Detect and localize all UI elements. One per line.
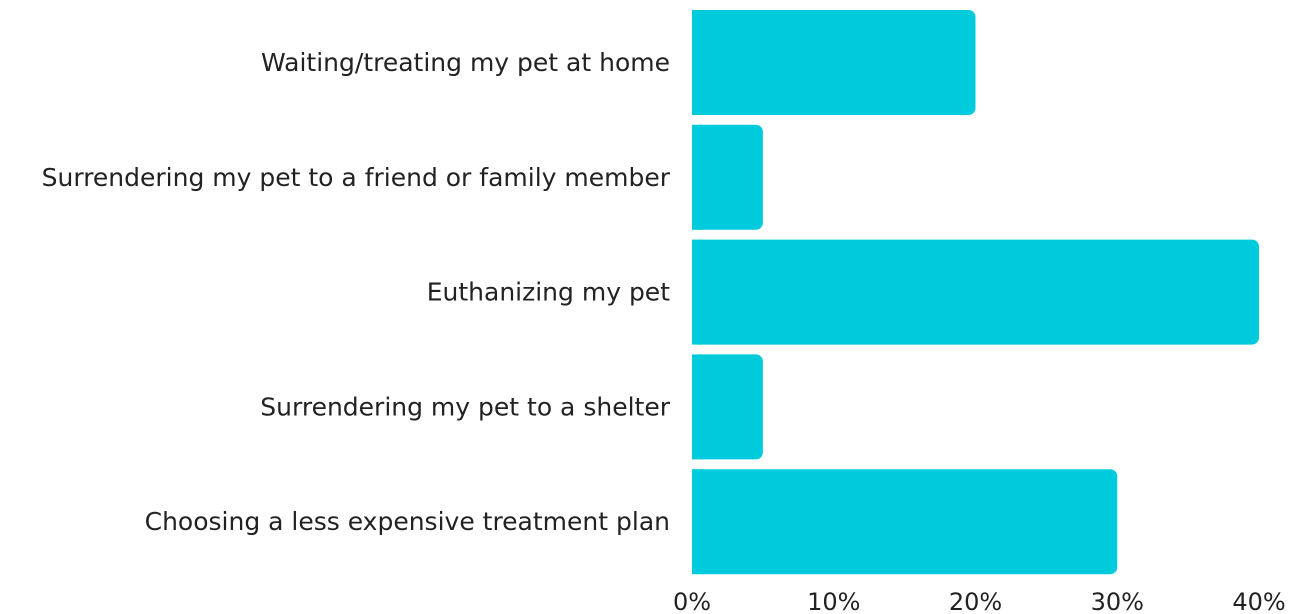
bar-base bbox=[692, 469, 702, 575]
x-tick-label: 30% bbox=[1091, 588, 1144, 614]
x-tick-labels-group: 0% 10% 20% 30% 40% bbox=[673, 588, 1286, 614]
x-tick-label: 20% bbox=[949, 588, 1002, 614]
bar bbox=[692, 354, 763, 460]
bar bbox=[692, 469, 1118, 575]
category-label: Euthanizing my pet bbox=[427, 278, 670, 307]
x-tick-label: 40% bbox=[1232, 588, 1285, 614]
category-label: Waiting/treating my pet at home bbox=[261, 48, 670, 77]
bar-base bbox=[692, 10, 702, 115]
bars-group bbox=[692, 10, 1259, 575]
category-labels-group: Waiting/treating my pet at home Surrender… bbox=[42, 48, 671, 536]
bar-base bbox=[692, 239, 702, 345]
bar-base bbox=[692, 354, 702, 460]
bar bbox=[692, 124, 763, 230]
category-label: Surrendering my pet to a shelter bbox=[260, 392, 670, 421]
bar-base bbox=[692, 124, 702, 230]
bar bbox=[692, 10, 976, 115]
bar bbox=[692, 239, 1259, 345]
category-label: Surrendering my pet to a friend or famil… bbox=[42, 163, 671, 192]
x-tick-label: 10% bbox=[807, 588, 860, 614]
x-tick-label: 0% bbox=[673, 588, 711, 614]
category-label: Choosing a less expensive treatment plan bbox=[145, 507, 670, 536]
